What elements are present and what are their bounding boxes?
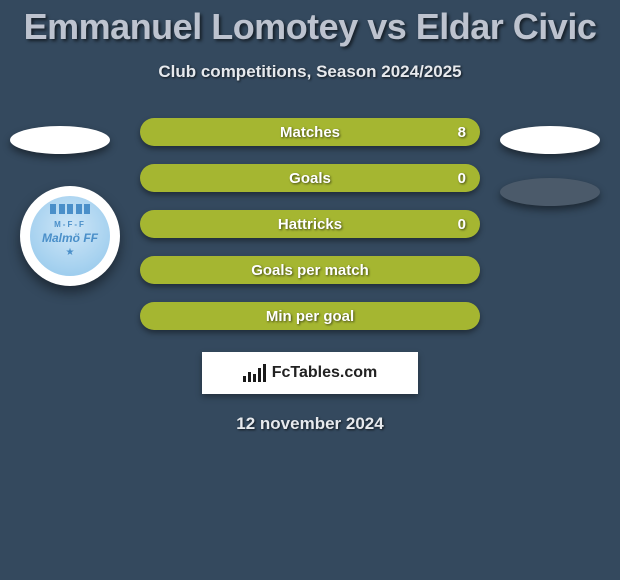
stat-bar-min-per-goal: Min per goal: [140, 302, 480, 330]
castle-icon: [50, 204, 90, 216]
player1-flag-icon: [10, 126, 110, 154]
stat-label: Goals per match: [251, 262, 369, 279]
stat-bar-goals: Goals 0: [140, 164, 480, 192]
stat-label: Matches: [280, 124, 340, 141]
stat-bar-hattricks: Hattricks 0: [140, 210, 480, 238]
stat-value: 0: [458, 216, 466, 233]
player2-flag-2-icon: [500, 178, 600, 206]
attribution-box: FcTables.com: [202, 352, 418, 394]
badge-main-text: Malmö FF: [42, 231, 98, 245]
badge-top-text: M-F-F: [54, 220, 86, 229]
stat-label: Min per goal: [266, 308, 354, 325]
stat-bar-goals-per-match: Goals per match: [140, 256, 480, 284]
attribution-text: FcTables.com: [272, 364, 378, 382]
club-badge-inner: M-F-F Malmö FF ★: [30, 196, 110, 276]
stat-label: Goals: [289, 170, 331, 187]
comparison-title: Emmanuel Lomotey vs Eldar Civic: [0, 0, 620, 48]
stat-value: 0: [458, 170, 466, 187]
comparison-stage: M-F-F Malmö FF ★ Matches 8 Goals 0 Hattr…: [0, 118, 620, 434]
comparison-subtitle: Club competitions, Season 2024/2025: [0, 62, 620, 82]
bar-chart-icon: [243, 364, 266, 382]
stat-bar-matches: Matches 8: [140, 118, 480, 146]
player1-club-badge: M-F-F Malmö FF ★: [20, 186, 120, 286]
generation-date: 12 november 2024: [0, 414, 620, 434]
star-icon: ★: [66, 247, 75, 258]
stat-bars: Matches 8 Goals 0 Hattricks 0 Goals per …: [140, 118, 480, 330]
stat-value: 8: [458, 124, 466, 141]
stat-label: Hattricks: [278, 216, 342, 233]
player2-flag-1-icon: [500, 126, 600, 154]
